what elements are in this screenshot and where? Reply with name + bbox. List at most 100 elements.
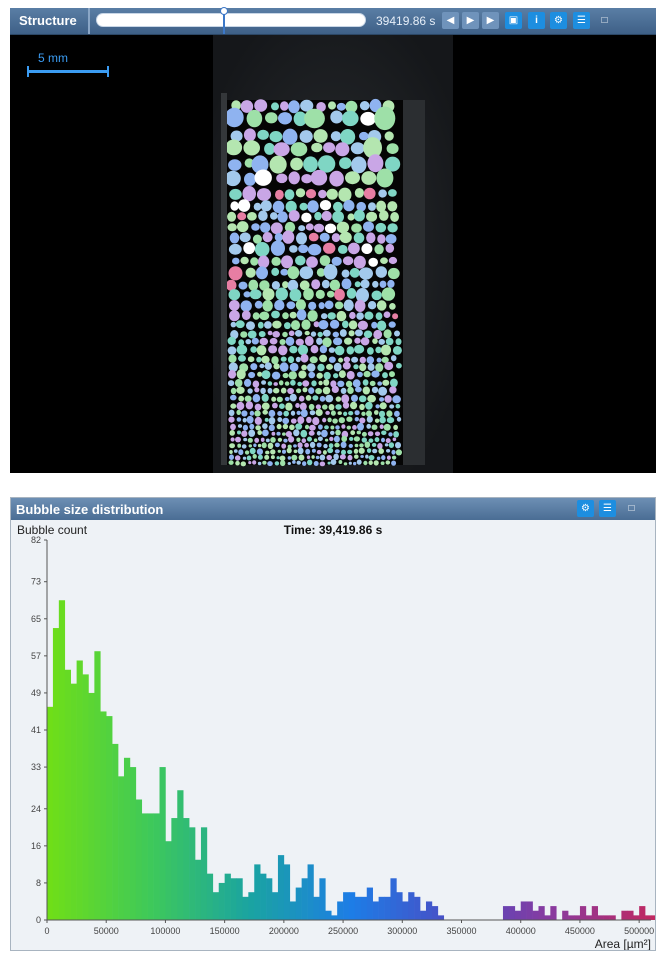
foam-bubble <box>320 233 330 242</box>
histogram-bar <box>331 915 337 920</box>
foam-bubble <box>351 395 358 402</box>
foam-bubble <box>381 438 385 443</box>
foam-bubble <box>285 397 290 401</box>
foam-bubble <box>307 460 312 466</box>
histogram-bar <box>83 674 89 920</box>
info-button[interactable]: i <box>528 12 545 29</box>
foam-bubble <box>305 331 310 335</box>
foam-bubble <box>332 386 339 393</box>
foam-bubble <box>391 450 395 455</box>
foam-bubble <box>258 462 262 465</box>
y-tick-label: 49 <box>31 688 41 698</box>
maximize-button[interactable]: □ <box>623 500 640 517</box>
histogram-bar <box>574 915 580 920</box>
foam-bubble <box>274 382 278 386</box>
report-button[interactable]: ☰ <box>573 12 590 29</box>
histogram-bar <box>402 901 408 920</box>
histogram-bar <box>527 901 533 920</box>
foam-bubble <box>364 188 376 200</box>
foam-bubble <box>311 345 319 353</box>
foam-bubble <box>341 436 347 442</box>
save-button[interactable]: ▣ <box>505 12 522 29</box>
foam-bubble <box>288 100 300 113</box>
foam-bubble <box>355 444 359 448</box>
foam-bubble <box>387 417 394 423</box>
histogram-bar <box>426 901 432 920</box>
foam-bubble <box>289 346 297 354</box>
foam-bubble <box>320 396 326 402</box>
foam-bubble <box>290 312 297 319</box>
foam-bubble <box>303 288 314 300</box>
foam-bubble <box>355 281 361 287</box>
foam-bubble <box>343 412 347 416</box>
timeline-slider[interactable] <box>96 13 366 27</box>
foam-bubble <box>258 444 261 447</box>
foam-bubble <box>309 425 316 431</box>
foam-bubble <box>324 425 329 429</box>
structure-panel: Structure 39419.86 s ◀ ▶ ▶ ▣ i ⚙ ☰ □ 5 mm <box>10 8 656 473</box>
foam-bubble <box>355 417 359 421</box>
foam-bubble <box>265 112 278 123</box>
foam-bubble <box>376 312 383 320</box>
foam-bubble <box>332 211 344 223</box>
foam-bubble <box>303 156 318 172</box>
foam-bubble <box>334 289 345 301</box>
timeline-knob[interactable] <box>220 7 228 15</box>
settings-button[interactable]: ⚙ <box>577 500 594 517</box>
foam-bubble <box>236 410 241 415</box>
foam-bubble <box>318 155 335 172</box>
foam-bubble <box>282 450 286 454</box>
foam-bubble <box>295 330 302 337</box>
foam-bubble <box>296 357 301 362</box>
histogram-bar <box>550 906 556 920</box>
foam-bubble <box>343 362 351 370</box>
foam-bubble <box>289 331 295 337</box>
foam-bubble <box>259 312 269 321</box>
foam-bubble <box>388 268 400 279</box>
foam-bubble <box>248 356 255 362</box>
foam-bubble <box>286 337 295 346</box>
foam-bubble <box>363 221 374 231</box>
foam-bubble <box>340 329 347 337</box>
foam-bubble <box>333 332 339 338</box>
foam-bubble <box>354 455 359 459</box>
foam-bubble <box>363 461 367 465</box>
foam-bubble <box>282 432 286 435</box>
foam-bubble <box>341 388 347 394</box>
foam-bubble <box>294 450 298 454</box>
foam-bubble <box>386 410 392 417</box>
foam-bubble <box>374 410 379 415</box>
foam-bubble <box>301 320 310 330</box>
foam-bubble <box>236 320 245 328</box>
foam-bubble <box>270 437 276 443</box>
foam-bubble <box>258 455 263 460</box>
foam-bubble <box>273 201 285 213</box>
structure-image-view[interactable]: 5 mm <box>10 35 656 473</box>
settings-button[interactable]: ⚙ <box>550 12 567 29</box>
foam-bubble <box>238 396 244 402</box>
foam-bubble <box>349 462 352 465</box>
foam-bubble <box>282 281 288 288</box>
report-button[interactable]: ☰ <box>599 500 616 517</box>
play-button[interactable]: ▶ <box>462 12 479 29</box>
foam-bubble <box>355 300 366 312</box>
histogram-bar <box>319 878 325 920</box>
histogram-bar <box>272 892 278 920</box>
histogram-bar <box>432 906 438 920</box>
foam-bubble <box>297 382 302 386</box>
histogram-bar <box>361 897 367 920</box>
foam-bubble <box>319 355 327 363</box>
x-tick-label: 500000 <box>624 926 654 936</box>
maximize-button[interactable]: □ <box>596 12 613 29</box>
histogram-bar <box>645 915 651 920</box>
foam-bubble <box>243 242 255 254</box>
foam-bubble <box>334 363 342 372</box>
step-forward-button[interactable]: ▶ <box>482 12 499 29</box>
step-back-button[interactable]: ◀ <box>442 12 459 29</box>
foam-bubble <box>365 455 368 459</box>
foam-bubble <box>270 131 283 142</box>
foam-bubble <box>256 266 268 279</box>
foam-bubble <box>248 280 258 291</box>
foam-bubble <box>330 426 334 430</box>
histogram-bar <box>266 878 272 920</box>
